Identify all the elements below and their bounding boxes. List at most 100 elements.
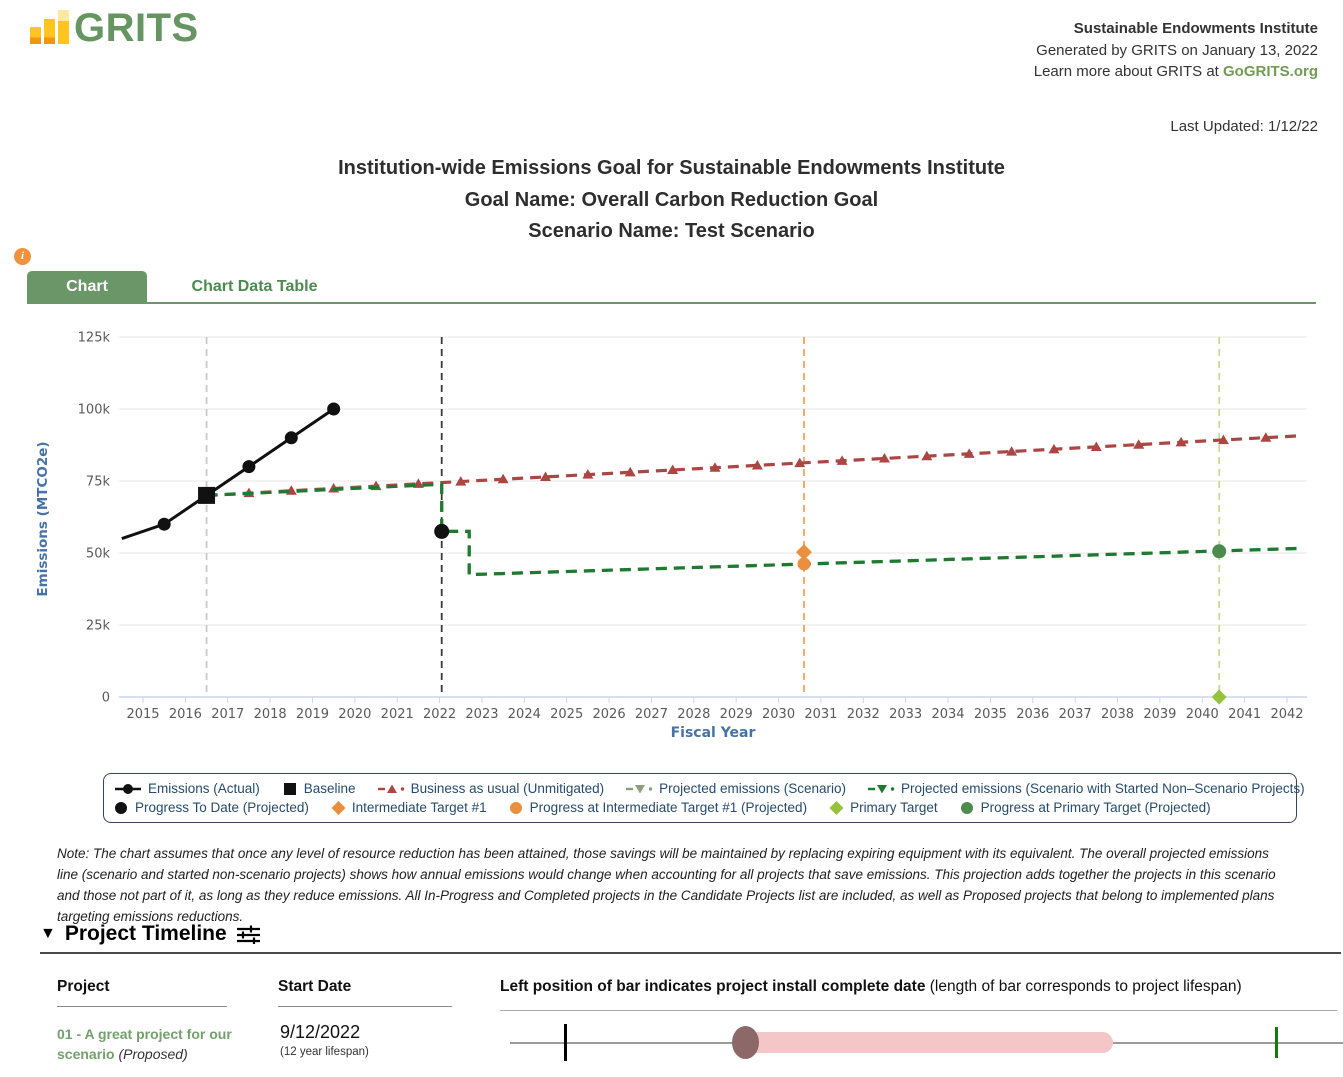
svg-text:2035: 2035 — [974, 707, 1007, 722]
svg-text:2034: 2034 — [931, 707, 964, 722]
gogrits-link[interactable]: GoGRITS.org — [1223, 63, 1318, 80]
marker — [1211, 689, 1227, 705]
title-line-2: Goal Name: Overall Carbon Reduction Goal — [464, 188, 879, 211]
legend-label: Baseline — [303, 781, 356, 796]
start-date-header-underline — [278, 1006, 452, 1007]
svg-text:2040: 2040 — [1186, 707, 1219, 722]
svg-text:2018: 2018 — [254, 707, 287, 722]
svg-text:Emissions (MTCO2e): Emissions (MTCO2e) — [35, 441, 51, 596]
legend-item[interactable]: Intermediate Target #1 — [331, 800, 487, 815]
svg-text:2039: 2039 — [1143, 707, 1176, 722]
svg-text:0: 0 — [102, 691, 110, 706]
svg-text:2016: 2016 — [169, 707, 202, 722]
marker — [795, 544, 812, 561]
legend-label: Progress at Intermediate Target #1 (Proj… — [529, 800, 808, 815]
svg-text:2030: 2030 — [762, 707, 795, 722]
tab-chart[interactable]: Chart — [27, 271, 147, 302]
svg-text:25k: 25k — [86, 619, 111, 634]
svg-text:2038: 2038 — [1101, 707, 1134, 722]
legend-label: Projected emissions (Scenario with Start… — [901, 781, 1305, 796]
svg-text:2019: 2019 — [296, 707, 329, 722]
info-icon[interactable]: i — [14, 248, 31, 265]
chart-note: Note: The chart assumes that once any le… — [57, 846, 1276, 924]
marker — [198, 486, 216, 504]
svg-text:2041: 2041 — [1228, 707, 1261, 722]
svg-text:2021: 2021 — [381, 707, 414, 722]
report-meta: Sustainable Endowments Institute Generat… — [1034, 18, 1318, 83]
svg-text:2036: 2036 — [1016, 707, 1049, 722]
legend-item[interactable]: Baseline — [282, 781, 356, 796]
grits-logo-text: GRITS — [74, 6, 199, 50]
svg-text:Fiscal Year: Fiscal Year — [671, 725, 756, 741]
svg-text:2023: 2023 — [465, 707, 498, 722]
legend-item[interactable]: Progress at Primary Target (Projected) — [960, 800, 1211, 815]
marker — [797, 557, 811, 571]
generated-line: Generated by GRITS on January 13, 2022 — [1036, 41, 1318, 59]
project-timeline-track — [500, 1022, 1343, 1074]
timeline-baseline-tick — [564, 1024, 567, 1061]
project-name-link[interactable]: 01 - A great project for our scenario (P… — [57, 1026, 232, 1062]
svg-text:125k: 125k — [78, 331, 111, 346]
sliders-filter-icon[interactable] — [236, 924, 261, 944]
legend-row: Progress To Date (Projected) Intermediate… — [114, 798, 1286, 817]
legend-label: Primary Target — [850, 800, 938, 815]
marker — [434, 523, 450, 539]
svg-text:50k: 50k — [86, 547, 111, 562]
project-status: (Proposed) — [114, 1046, 188, 1062]
legend-label: Business as usual (Unmitigated) — [410, 781, 605, 796]
chart-legend: Emissions (Actual) Baseline Business as us… — [103, 773, 1305, 823]
last-updated: Last Updated: 1/12/22 — [1170, 118, 1318, 135]
collapse-triangle-icon[interactable]: ▼ — [40, 925, 56, 942]
title-line-3: Scenario Name: Test Scenario — [528, 220, 815, 242]
timeline-divider — [40, 952, 1341, 954]
legend-item[interactable]: Primary Target — [829, 800, 938, 815]
svg-text:2042: 2042 — [1270, 707, 1303, 722]
svg-text:2029: 2029 — [720, 707, 753, 722]
svg-text:2020: 2020 — [338, 707, 371, 722]
emissions-chart-svg: 0 25k 50k 75k 100k 125k 2015 2016 2017 2018 2019 20… — [35, 331, 1307, 741]
svg-text:2026: 2026 — [593, 707, 626, 722]
svg-text:2032: 2032 — [847, 707, 880, 722]
legend-item[interactable]: Business as usual (Unmitigated) — [377, 781, 605, 796]
legend-label: Projected emissions (Scenario) — [659, 781, 846, 796]
tab-underline — [27, 302, 1316, 304]
page-title: Institution-wide Emissions Goal for Sust… — [0, 153, 1343, 248]
emissions-chart: 0 25k 50k 75k 100k 125k 2015 2016 2017 2018 2019 20… — [8, 322, 1338, 754]
legend-label: Progress To Date (Projected) — [135, 800, 309, 815]
legend-item[interactable]: Emissions (Actual) — [114, 781, 260, 796]
legend-item[interactable]: Progress at Intermediate Target #1 (Proj… — [509, 800, 807, 815]
svg-text:2027: 2027 — [635, 707, 668, 722]
series-line — [206, 482, 1300, 577]
project-start-date: 9/12/2022 (12 year lifespan) — [280, 1022, 369, 1058]
project-lifespan-bar[interactable] — [745, 1032, 1113, 1053]
project-header-underline — [57, 1006, 227, 1007]
marker — [1212, 544, 1227, 559]
svg-text:2037: 2037 — [1059, 707, 1092, 722]
bar-header-underline — [500, 1010, 1337, 1011]
svg-text:75k: 75k — [86, 475, 111, 490]
start-date-value: 9/12/2022 — [280, 1022, 361, 1042]
chart-tabs: Chart Chart Data Table — [27, 271, 362, 302]
column-header-start-date: Start Date — [278, 978, 352, 995]
legend-label: Emissions (Actual) — [148, 781, 260, 796]
project-timeline-header: ▼ Project Timeline — [40, 922, 261, 946]
project-timeline-title: Project Timeline — [64, 922, 227, 945]
grits-logo: GRITS — [30, 8, 199, 48]
tab-chart-data-table[interactable]: Chart Data Table — [191, 278, 318, 295]
learn-more-line: Learn more about GRITS at GoGRITS.org — [1033, 63, 1318, 80]
install-complete-dot[interactable] — [732, 1026, 759, 1059]
primary-target-tick — [1275, 1027, 1278, 1058]
legend-item[interactable]: Progress To Date (Projected) — [114, 800, 309, 815]
svg-text:2028: 2028 — [677, 707, 710, 722]
grits-logo-bars-icon — [30, 10, 69, 44]
column-header-project: Project — [57, 978, 110, 995]
svg-text:2017: 2017 — [211, 707, 244, 722]
svg-text:2022: 2022 — [423, 707, 456, 722]
legend-item[interactable]: Projected emissions (Scenario) — [626, 781, 846, 796]
legend-row: Emissions (Actual) Baseline Business as us… — [114, 779, 1305, 798]
lifespan-label: (12 year lifespan) — [280, 1046, 369, 1058]
series-line — [121, 407, 335, 541]
legend-item[interactable]: Projected emissions (Scenario with Start… — [868, 781, 1305, 796]
title-line-1: Institution-wide Emissions Goal for Sust… — [338, 157, 1005, 179]
svg-text:2031: 2031 — [804, 707, 837, 722]
